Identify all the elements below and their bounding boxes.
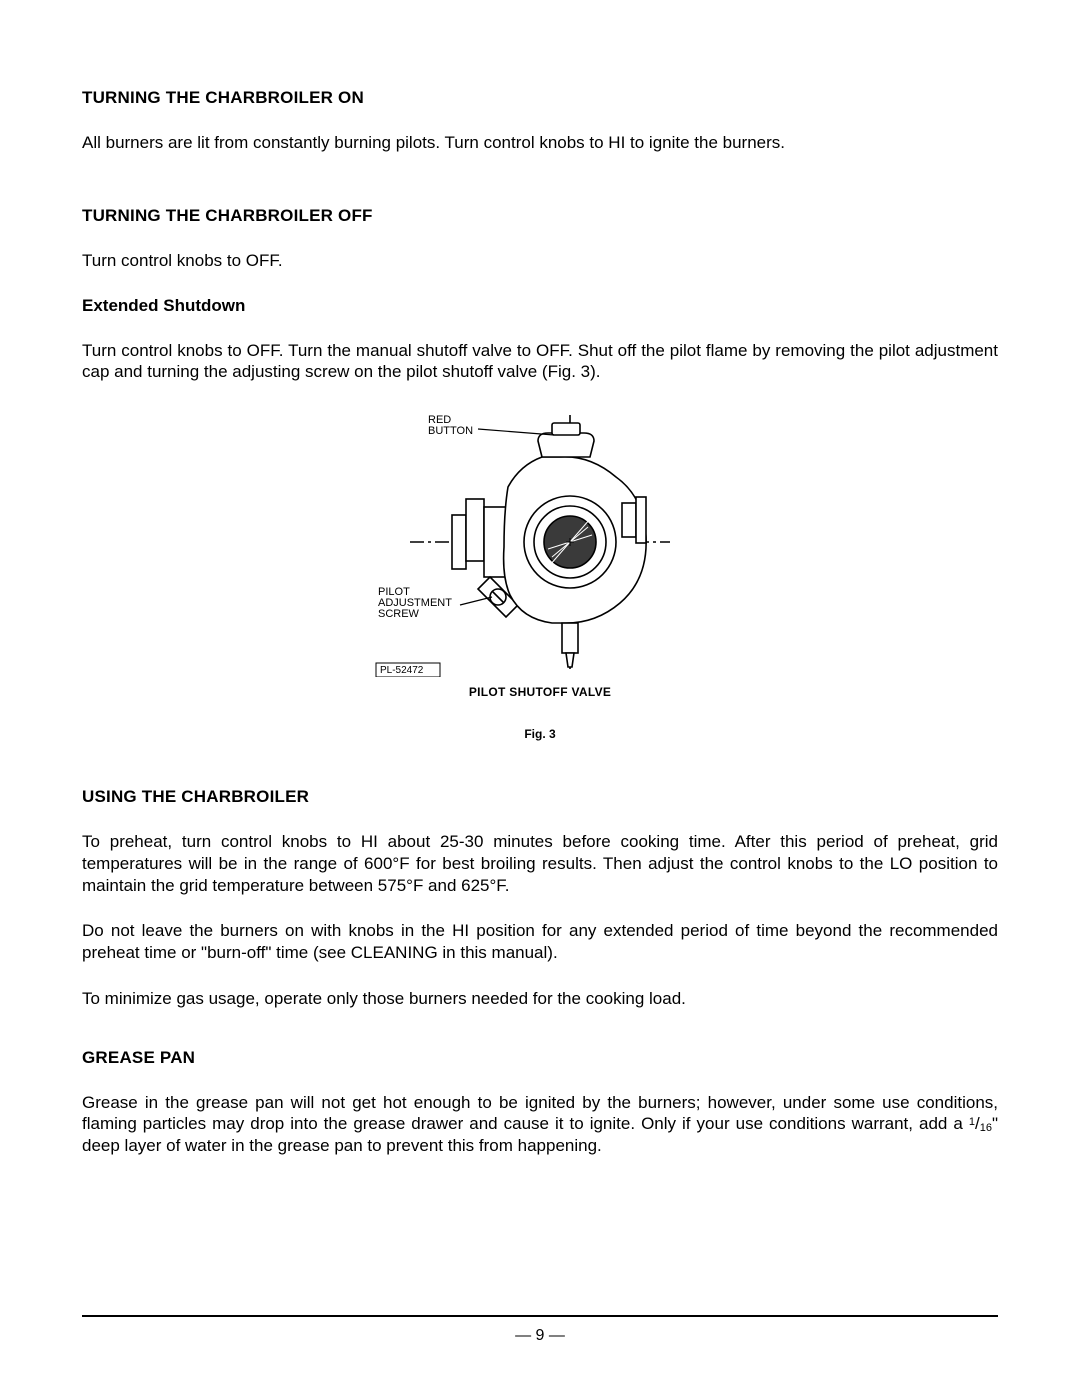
document-page: TURNING THE CHARBROILER ON All burners a… xyxy=(0,0,1080,1397)
heading-grease-pan: GREASE PAN xyxy=(82,1048,998,1068)
label-pilot-3: SCREW xyxy=(378,608,420,620)
figure-caption: Fig. 3 xyxy=(524,727,555,741)
heading-turning-on: TURNING THE CHARBROILER ON xyxy=(82,88,998,108)
body-turning-off: Turn control knobs to OFF. xyxy=(82,250,998,272)
heading-using: USING THE CHARBROILER xyxy=(82,787,998,807)
body-using-2: Do not leave the burners on with knobs i… xyxy=(82,920,998,964)
body-turning-on: All burners are lit from constantly burn… xyxy=(82,132,998,154)
heading-extended-shutdown: Extended Shutdown xyxy=(82,296,998,316)
label-red-button-2: BUTTON xyxy=(428,425,473,437)
body-using-1: To preheat, turn control knobs to HI abo… xyxy=(82,831,998,896)
grease-text-pre: Grease in the grease pan will not get ho… xyxy=(82,1093,998,1134)
body-using-3: To minimize gas usage, operate only thos… xyxy=(82,988,998,1010)
body-grease-pan: Grease in the grease pan will not get ho… xyxy=(82,1092,998,1158)
fraction-denominator: 16 xyxy=(980,1122,992,1134)
spacer xyxy=(82,1034,998,1048)
heading-turning-off: TURNING THE CHARBROILER OFF xyxy=(82,206,998,226)
footer-rule xyxy=(82,1315,998,1317)
figure-title: PILOT SHUTOFF VALVE xyxy=(469,685,611,699)
figure-pilot-shutoff-valve: RED BUTTON PILOT ADJUSTMENT SCREW PL-524… xyxy=(82,407,998,741)
spacer xyxy=(82,178,998,206)
spacer xyxy=(82,759,998,787)
valve-diagram-icon: RED BUTTON PILOT ADJUSTMENT SCREW PL-524… xyxy=(370,407,710,677)
page-footer: — 9 — xyxy=(82,1315,998,1345)
fraction-numerator: 1 xyxy=(969,1116,975,1128)
body-extended-shutdown: Turn control knobs to OFF. Turn the manu… xyxy=(82,340,998,384)
label-pl-code: PL-52472 xyxy=(380,665,424,676)
page-number: — 9 — xyxy=(82,1327,998,1345)
